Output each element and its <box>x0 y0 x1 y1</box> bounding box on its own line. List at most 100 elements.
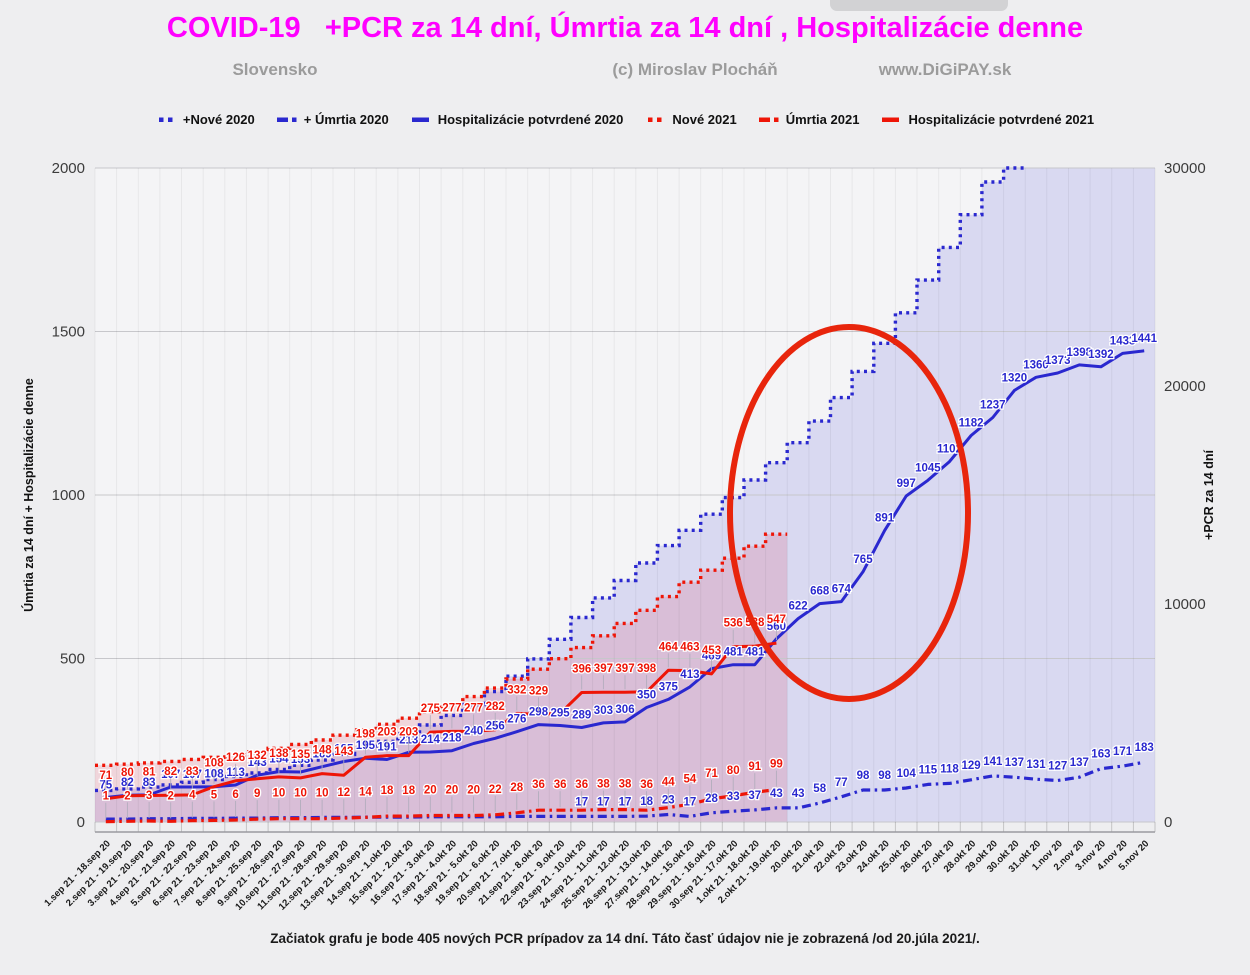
data-label: 375 <box>659 681 679 693</box>
area-nove-2021 <box>95 534 788 822</box>
data-label: 83 <box>186 766 199 778</box>
data-label: 203 <box>377 727 396 739</box>
left-axis-tick: 0 <box>77 814 85 831</box>
data-label: 1102 <box>937 444 962 456</box>
data-label: 38 <box>597 779 610 791</box>
data-label: 82 <box>164 766 177 778</box>
data-label: 37 <box>748 790 761 802</box>
data-label: 107 <box>161 769 180 781</box>
data-label: 306 <box>615 704 634 716</box>
data-label: 1392 <box>1088 349 1114 361</box>
data-label: 14 <box>359 786 372 798</box>
data-label: 396 <box>572 664 591 676</box>
legend-label: Úmrtia 2021 <box>785 112 860 127</box>
data-label: 18 <box>402 785 415 797</box>
data-label: 20 <box>467 785 480 797</box>
data-label: 115 <box>919 764 938 776</box>
data-label: 54 <box>684 773 697 785</box>
data-label: 169 <box>313 749 332 761</box>
data-label: 1237 <box>980 400 1006 412</box>
data-label: 127 <box>1048 761 1067 773</box>
data-label: 622 <box>789 601 808 613</box>
left-axis-tick: 500 <box>60 651 85 668</box>
data-label: 10 <box>294 788 307 800</box>
data-label: 99 <box>770 759 783 771</box>
data-label: 1182 <box>959 418 984 430</box>
data-label: 277 <box>464 702 483 714</box>
data-label: 44 <box>662 777 675 789</box>
data-label: 71 <box>99 770 112 782</box>
data-label: 91 <box>748 761 761 773</box>
data-label: 118 <box>940 763 959 775</box>
data-label: 153 <box>291 754 310 766</box>
data-label: 163 <box>1091 749 1110 761</box>
data-label: 20 <box>424 785 437 797</box>
legend-item-2: Hospitalizácie potvrdené 2020 <box>411 112 623 127</box>
data-label: 43 <box>792 788 805 800</box>
data-label: 481 <box>724 647 744 659</box>
data-label: 135 <box>291 749 311 761</box>
data-label: 12 <box>337 787 350 799</box>
left-axis-tick: 1000 <box>52 487 85 504</box>
data-label: 214 <box>421 734 441 746</box>
chart-legend: +Nové 2020 + Úmrtia 2020 Hospitalizácie po… <box>80 112 1170 127</box>
subtitle-author: (c) Miroslav Plocháň <box>612 60 778 79</box>
chart-title: COVID-19 +PCR za 14 dní, Úmrtia za 14 dn… <box>166 12 1084 44</box>
data-label: 218 <box>442 733 462 745</box>
legend-label: + Úmrtia 2020 <box>303 112 389 127</box>
data-label: 107 <box>183 769 202 781</box>
data-label: 1398 <box>1067 347 1093 359</box>
left-axis-title: Úmrtia za 14 dní + Hospitalizácie denne <box>21 378 36 612</box>
data-label: 132 <box>248 750 267 762</box>
subtitle-country: Slovensko <box>232 60 318 79</box>
legend-marker-solid <box>882 117 900 122</box>
data-label: 126 <box>226 752 245 764</box>
legend-label: +Nové 2020 <box>182 112 255 127</box>
data-label: 80 <box>121 767 134 779</box>
right-axis-tick: 0 <box>1164 814 1172 831</box>
top-overlay-box <box>830 0 1008 11</box>
right-axis-tick: 10000 <box>1164 596 1206 613</box>
data-label: 36 <box>532 779 545 791</box>
left-axis-tick: 1500 <box>52 324 85 341</box>
data-label: 38 <box>619 779 632 791</box>
line--mrtia-2020 <box>105 760 1145 821</box>
data-label: 203 <box>399 727 418 739</box>
legend-marker-dotted <box>158 117 173 122</box>
data-label: 350 <box>637 690 656 702</box>
data-label: 891 <box>875 513 895 525</box>
line-nove-2021 <box>95 532 788 767</box>
legend-item-5: Hospitalizácie potvrdené 2021 <box>881 112 1094 127</box>
data-label: 183 <box>1135 742 1154 754</box>
data-label: 303 <box>594 705 613 717</box>
legend-marker-dashdot <box>276 117 297 122</box>
data-label: 143 <box>334 746 353 758</box>
data-label: 185 <box>334 744 354 756</box>
data-label: 275 <box>421 703 441 715</box>
right-axis-title: +PCR za 14 dní <box>1202 449 1216 539</box>
data-label: 1045 <box>915 462 941 474</box>
data-label: 137 <box>1070 757 1089 769</box>
subtitle-website: www.DiGiPAY.sk <box>878 60 1012 79</box>
data-label: 282 <box>486 701 505 713</box>
data-label: 289 <box>572 710 591 722</box>
data-label: 131 <box>1026 759 1046 771</box>
data-label: 329 <box>529 685 548 697</box>
left-axis-tick: 2000 <box>52 160 85 177</box>
data-label: 137 <box>1005 757 1024 769</box>
data-label: 398 <box>637 663 657 675</box>
data-label: 298 <box>529 707 549 719</box>
data-label: 18 <box>381 785 394 797</box>
data-label: 98 <box>857 770 870 782</box>
data-label: 80 <box>727 765 740 777</box>
data-label: 33 <box>727 791 740 803</box>
data-label: 10 <box>273 788 286 800</box>
data-label: 1433 <box>1110 335 1136 347</box>
data-label: 141 <box>983 756 1003 768</box>
data-label: 198 <box>356 728 376 740</box>
data-label: 276 <box>507 714 526 726</box>
data-label: 668 <box>810 586 830 598</box>
data-label: 148 <box>313 745 333 757</box>
